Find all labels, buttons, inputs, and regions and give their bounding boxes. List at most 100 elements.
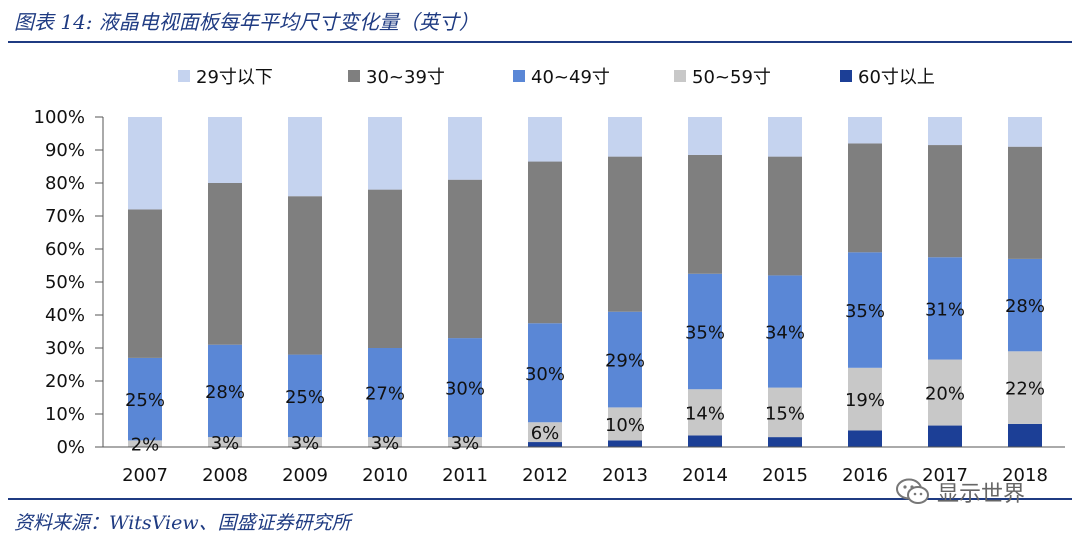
legend-label: 40~49寸: [531, 67, 610, 88]
data-label: 35%: [685, 323, 725, 344]
bar-segment: [288, 437, 322, 447]
bar-segment: [768, 275, 802, 388]
legend-swatch: [840, 70, 852, 82]
data-label: 3%: [371, 433, 400, 454]
data-label: 2%: [131, 435, 160, 456]
x-tick-label: 2007: [122, 465, 168, 486]
bar-segment: [368, 117, 402, 190]
y-tick-label: 40%: [45, 305, 85, 326]
bar-segment: [928, 117, 962, 146]
bar-segment: [608, 156, 642, 312]
y-tick-label: 100%: [34, 107, 85, 128]
data-label: 34%: [765, 323, 805, 344]
data-label: 30%: [445, 379, 485, 400]
legend: 29寸以下 30~39寸 40~49寸 50~59寸 60寸以上: [178, 67, 935, 88]
bar-segment: [688, 273, 722, 390]
x-tick-label: 2015: [762, 465, 808, 486]
bar-segment: [128, 209, 162, 358]
legend-swatch: [513, 70, 525, 82]
bar-segment: [848, 367, 882, 431]
data-labels: 2% 25% 3% 28% 3% 25% 3% 27% 3% 30% 6% 30% 10% 29% 14% 3…: [125, 296, 1045, 456]
bar-segment: [528, 161, 562, 324]
bar-segment: [208, 437, 242, 447]
y-tick-label: 80%: [45, 173, 85, 194]
x-tick-label: 2008: [202, 465, 248, 486]
legend-swatch: [348, 70, 360, 82]
bar-segment: [688, 117, 722, 155]
bar-segment: [768, 156, 802, 276]
bar-segment: [1008, 117, 1042, 147]
data-label: 29%: [605, 351, 645, 372]
watermark: 显示世界: [895, 476, 1025, 508]
x-tick-label: 2010: [362, 465, 408, 486]
x-tick-label: 2012: [522, 465, 568, 486]
data-label: 27%: [365, 384, 405, 405]
legend-label: 60寸以上: [858, 67, 935, 88]
bar-segment: [368, 437, 402, 447]
y-tick-label: 10%: [45, 404, 85, 425]
bar-segment: [1008, 351, 1042, 424]
data-label: 14%: [685, 403, 725, 424]
bar-segment: [368, 189, 402, 348]
x-tick-label: 2014: [682, 465, 728, 486]
x-tick-label: 2018: [1002, 465, 1048, 486]
bar-segment: [688, 389, 722, 436]
data-label: 35%: [845, 301, 885, 322]
data-label: 22%: [1005, 379, 1045, 400]
data-label: 31%: [925, 299, 965, 320]
bar-segment: [928, 425, 962, 447]
bar-segment: [528, 323, 562, 423]
bar-segment: [448, 338, 482, 438]
bar-segment: [208, 344, 242, 438]
bar-segment: [528, 117, 562, 162]
header-rule: [8, 41, 1072, 43]
y-tick-label: 30%: [45, 338, 85, 359]
bar-segment: [768, 387, 802, 438]
bar-segment: [848, 117, 882, 144]
bar-segment: [688, 435, 722, 447]
legend-label: 50~59寸: [692, 67, 771, 88]
stacked-bar-chart: 29寸以下 30~39寸 40~49寸 50~59寸 60寸以上 0% 10% 20% 30%…: [34, 67, 1065, 486]
bar-segment: [208, 117, 242, 183]
bar-segment: [128, 440, 162, 447]
data-label: 28%: [1005, 296, 1045, 317]
y-tick-label: 60%: [45, 239, 85, 260]
bar-segment: [608, 311, 642, 408]
bars: [128, 117, 1042, 447]
legend-swatch: [674, 70, 686, 82]
bar-segment: [528, 442, 562, 447]
y-tick-label: 90%: [45, 140, 85, 161]
x-tick-label: 2017: [922, 465, 968, 486]
data-label: 19%: [845, 390, 885, 411]
bar-segment: [608, 117, 642, 157]
chart-title: 图表 14: 液晶电视面板每年平均尺寸变化量（英寸）: [14, 10, 479, 34]
data-label: 20%: [925, 384, 965, 405]
x-tick-label: 2013: [602, 465, 648, 486]
bar-segment: [688, 154, 722, 274]
data-label: 3%: [211, 433, 240, 454]
y-tick-label: 20%: [45, 371, 85, 392]
data-label: 3%: [451, 433, 480, 454]
bar-segment: [608, 440, 642, 447]
legend-label: 30~39寸: [366, 67, 445, 88]
bar-segment: [288, 354, 322, 438]
bar-segment: [848, 143, 882, 253]
x-tick-label: 2011: [442, 465, 488, 486]
data-label: 25%: [285, 387, 325, 408]
bar-segment: [1008, 146, 1042, 259]
footer-rule: [8, 498, 1072, 500]
bar-segment: [848, 430, 882, 447]
bar-segment: [1008, 423, 1042, 447]
data-label: 25%: [125, 390, 165, 411]
bar-segment: [928, 257, 962, 360]
bar-segment: [128, 117, 162, 210]
x-axis: 2007 2008 2009 2010 2011 2012 2013 2014 2015 2016…: [103, 446, 1065, 486]
bar-segment: [608, 407, 642, 441]
y-axis: 0% 10% 20% 30% 40% 50% 60% 70% 80% 90% 100%: [34, 107, 104, 458]
bar-segment: [448, 117, 482, 180]
data-label: 30%: [525, 364, 565, 385]
bar-segment: [1008, 258, 1042, 352]
y-tick-label: 0%: [56, 437, 85, 458]
legend-swatch: [178, 70, 190, 82]
data-label: 15%: [765, 403, 805, 424]
